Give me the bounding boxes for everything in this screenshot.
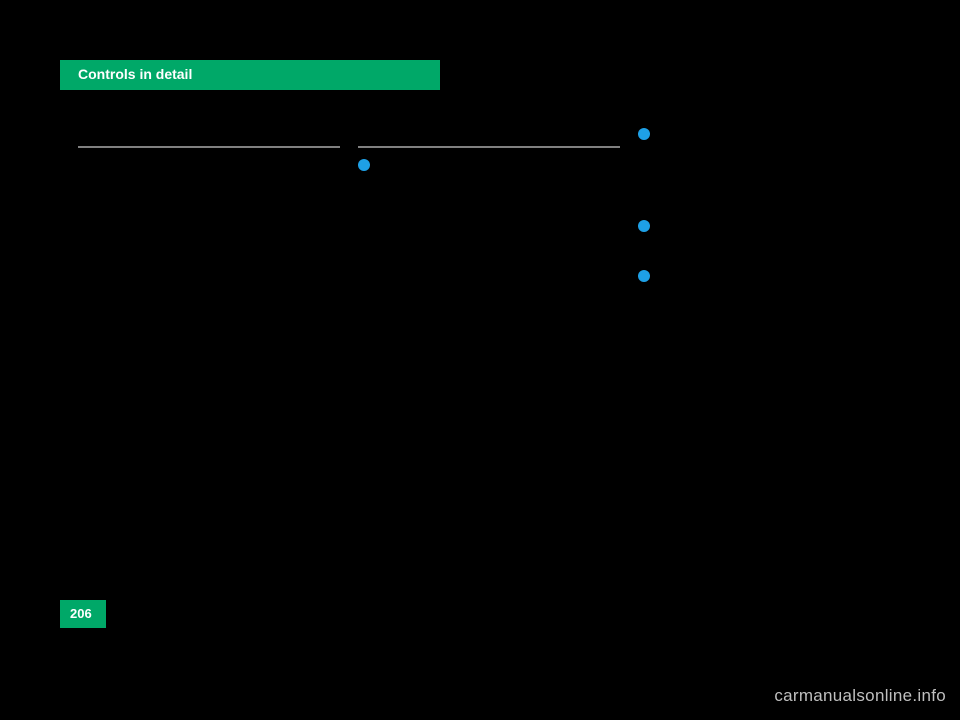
right-bullet3-text: Press button ´ in the rear climate contr… xyxy=(658,269,900,301)
left-p4: when the engine is restarted xyxy=(78,300,340,316)
right-bullet2: Press button ´ again. xyxy=(638,219,900,235)
mid-p1: The climate control system is switched o… xyxy=(358,182,620,198)
section-subtitle: Automatic climate control xyxy=(78,94,900,109)
right-bullet2-text: Press button ´ again. xyxy=(658,219,900,235)
mid-bullet1: Press button ´ (▷ page 201). xyxy=(358,158,620,174)
column-right: When the air conditioning is switched of… xyxy=(638,127,900,355)
column-middle: Deactivating the climate control system … xyxy=(358,127,620,355)
section-header: Controls in detail xyxy=(60,60,440,90)
right-bullet1: When the air conditioning is switched of… xyxy=(638,127,900,159)
left-heading: Deactivating xyxy=(78,127,340,148)
mid-bullet1-text: Press button ´ (▷ page 201). xyxy=(378,158,620,174)
column-left: Deactivating It is possible to deactivat… xyxy=(78,127,340,355)
bullet-icon xyxy=(638,128,650,140)
mid-heading: Deactivating the climate control system xyxy=(358,127,620,148)
page-number-text: 206 xyxy=(70,606,92,621)
right-p1: The automatic mode is switched on. xyxy=(638,167,900,183)
right-p2: or xyxy=(638,193,900,209)
content-columns: Deactivating It is possible to deactivat… xyxy=(78,127,900,355)
left-p1: It is possible to deactivate the climate… xyxy=(78,158,340,190)
bullet-icon xyxy=(358,159,370,171)
right-p4: The climate control for the rear compart… xyxy=(638,309,900,341)
bullet-icon xyxy=(638,270,650,282)
page-number: 206 xyxy=(60,600,106,628)
watermark: carmanualsonline.info xyxy=(774,686,946,706)
left-note: The residual engine heat function (REST)… xyxy=(78,200,340,264)
right-bullet3: Press button ´ in the rear climate contr… xyxy=(638,269,900,301)
left-p3: after about 30 minutes xyxy=(78,274,340,290)
right-bullet1-text: When the air conditioning is switched of… xyxy=(658,127,900,159)
bullet-icon xyxy=(638,220,650,232)
section-title: Controls in detail xyxy=(78,66,192,82)
mid-note: If the automatic climate control is swit… xyxy=(358,266,620,346)
mid-p2: In the multifunction display, the messag… xyxy=(358,208,620,256)
right-p3: The previous settings are once again in … xyxy=(638,243,900,259)
